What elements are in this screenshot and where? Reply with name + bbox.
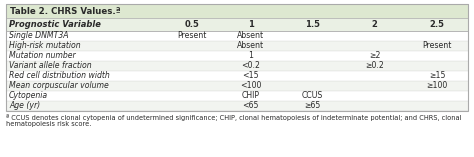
Text: 2.5: 2.5 — [429, 20, 445, 29]
Text: Present: Present — [178, 32, 207, 41]
Text: 1: 1 — [247, 20, 254, 29]
Text: Cytopenia: Cytopenia — [9, 92, 48, 100]
Text: ª CCUS denotes clonal cytopenia of undetermined significance; CHIP, clonal hemat: ª CCUS denotes clonal cytopenia of undet… — [6, 114, 462, 121]
Text: ≥15: ≥15 — [429, 71, 445, 81]
Text: Mutation number: Mutation number — [9, 51, 76, 60]
Text: 1.5: 1.5 — [305, 20, 320, 29]
Bar — [6, 61, 468, 71]
Bar — [6, 18, 468, 31]
Text: High-risk mutation: High-risk mutation — [9, 41, 81, 51]
Text: Absent: Absent — [237, 41, 264, 51]
Text: ≥0.2: ≥0.2 — [365, 62, 384, 70]
Text: 0.5: 0.5 — [185, 20, 200, 29]
Text: Age (yr): Age (yr) — [9, 101, 40, 111]
Text: <15: <15 — [242, 71, 259, 81]
Bar — [6, 4, 468, 18]
Text: CCUS: CCUS — [302, 92, 323, 100]
Bar — [6, 81, 468, 91]
Text: <0.2: <0.2 — [241, 62, 260, 70]
Text: Variant allele fraction: Variant allele fraction — [9, 62, 91, 70]
Text: Mean corpuscular volume: Mean corpuscular volume — [9, 81, 109, 90]
Bar — [6, 51, 468, 61]
Text: <100: <100 — [240, 81, 261, 90]
Text: Prognostic Variable: Prognostic Variable — [9, 20, 101, 29]
Bar — [6, 4, 468, 111]
Text: ≥2: ≥2 — [369, 51, 381, 60]
Text: hematopoiesis risk score.: hematopoiesis risk score. — [6, 121, 91, 127]
Text: Present: Present — [422, 41, 452, 51]
Text: ≥100: ≥100 — [426, 81, 447, 90]
Text: Absent: Absent — [237, 32, 264, 41]
Bar — [6, 91, 468, 101]
Text: ≥65: ≥65 — [304, 101, 321, 111]
Bar — [6, 31, 468, 41]
Text: Table 2. CHRS Values.ª: Table 2. CHRS Values.ª — [10, 6, 120, 16]
Text: CHIP: CHIP — [242, 92, 259, 100]
Bar — [6, 101, 468, 111]
Text: 1: 1 — [248, 51, 253, 60]
Text: 2: 2 — [372, 20, 378, 29]
Text: Single DNMT3A: Single DNMT3A — [9, 32, 69, 41]
Bar — [6, 41, 468, 51]
Text: <65: <65 — [242, 101, 259, 111]
Text: Red cell distribution width: Red cell distribution width — [9, 71, 110, 81]
Bar — [6, 71, 468, 81]
